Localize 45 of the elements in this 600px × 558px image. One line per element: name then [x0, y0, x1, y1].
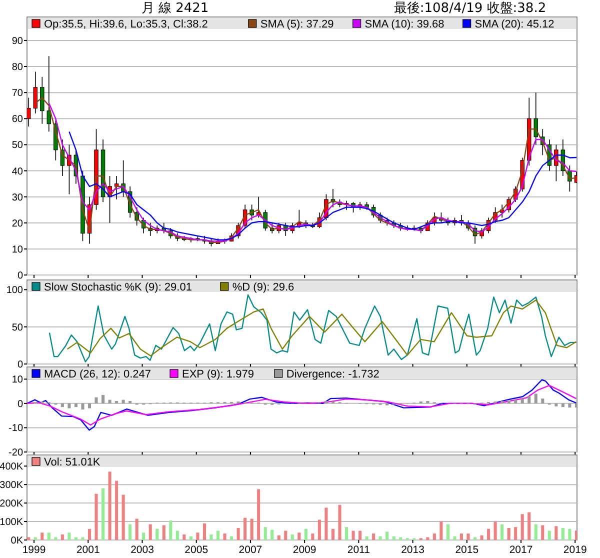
chart-title: 月 線 2421	[141, 1, 209, 16]
legend-label: Vol: 51.01K	[44, 456, 101, 468]
y-tick-label: 40	[12, 166, 24, 178]
y-tick-label: 10	[12, 244, 24, 256]
legend-label: %D (9): 29.6	[232, 282, 294, 294]
legend-label: Divergence: -1.732	[286, 368, 380, 380]
x-tick-label: 2013	[401, 544, 425, 556]
y-tick-label: 90	[12, 36, 24, 47]
x-tick-label: 2011	[347, 544, 370, 556]
y-tick-label: 0	[17, 270, 24, 282]
y-tick-label: -10	[8, 423, 24, 434]
y-tick-label: 10	[12, 374, 24, 386]
y-tick-label: 20	[12, 218, 24, 230]
y-tick-label: -20	[8, 448, 24, 458]
x-tick-label: 2003	[130, 544, 154, 556]
y-tick-label: 400K	[0, 462, 24, 473]
x-tick-label: 2001	[76, 544, 100, 556]
x-tick-label: 2007	[238, 544, 262, 556]
y-tick-label: 30	[12, 192, 24, 204]
y-tick-label: 50	[12, 140, 24, 152]
y-tick-label: 50	[12, 322, 24, 334]
y-tick-label: 0K	[10, 536, 24, 546]
legend-label: SMA (5): 37.29	[260, 18, 334, 30]
x-tick-label: 2019	[563, 544, 587, 556]
y-tick-label: 80	[12, 62, 24, 74]
x-tick-label: 1999	[22, 544, 46, 556]
y-tick-label: 100	[6, 285, 24, 296]
legend-label: MACD (26, 12): 0.247	[44, 368, 151, 380]
y-tick-label: 0	[17, 360, 24, 370]
legend-label: Op:35.5, Hi:39.6, Lo:35.3, Cl:38.2	[44, 18, 208, 30]
y-tick-label: 300K	[0, 480, 24, 492]
y-tick-label: 70	[12, 88, 24, 100]
legend-label: EXP (9): 1.979	[182, 368, 254, 380]
legend-label: Slow Stochastic %K (9): 29.01	[44, 282, 192, 294]
chart-subtitle: 最後:108/4/19 收盤:38.2	[394, 1, 546, 16]
y-tick-label: 100K	[0, 517, 24, 528]
y-tick-label: 60	[12, 114, 24, 126]
y-tick-label: 0	[17, 398, 24, 410]
x-tick-label: 2015	[455, 544, 479, 556]
x-tick-label: 2005	[184, 544, 208, 556]
y-tick-label: 200K	[0, 498, 24, 510]
x-tick-label: 2009	[292, 544, 316, 556]
legend-label: SMA (10): 39.68	[364, 18, 444, 30]
x-tick-label: 2017	[509, 544, 533, 556]
legend-label: SMA (20): 45.12	[474, 18, 554, 30]
